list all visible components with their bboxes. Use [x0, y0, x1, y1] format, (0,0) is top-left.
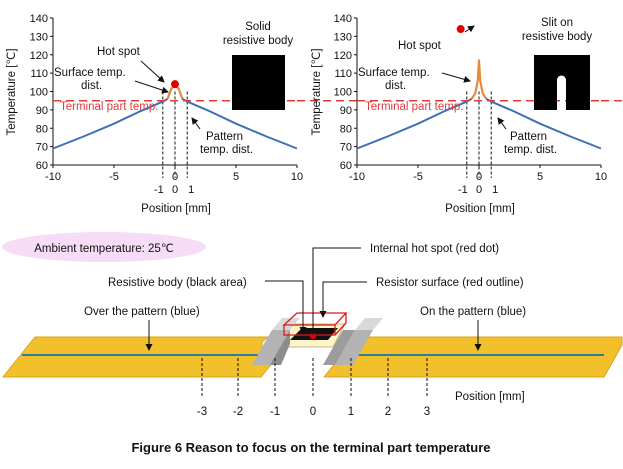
- position-tick-label: 3: [424, 406, 430, 418]
- y-tick-label: 130: [30, 31, 48, 43]
- x-tick-label: -10: [45, 171, 61, 183]
- hot-spot-arrow: [464, 25, 475, 33]
- ambient-temp-label: Ambient temperature: 25℃: [34, 243, 174, 255]
- hot-spot-dot: [456, 25, 465, 34]
- surface-label-line2: dist.: [81, 80, 102, 92]
- x-tick-label: -5: [413, 171, 423, 183]
- y-tick-label: 120: [334, 50, 352, 62]
- resistive-body-label: Resistive body (black area): [108, 277, 247, 289]
- ambient-temp-bubble: [2, 232, 206, 262]
- hot-spot-label: Hot spot: [97, 46, 141, 58]
- chart-slit-resistor: Temperature [℃] Position [mm] 60 70 80 90 10…: [311, 13, 607, 215]
- y-tick-label: 100: [334, 87, 352, 99]
- y-tick-label: 80: [340, 123, 352, 135]
- x-extra-tick-label: 0: [172, 184, 178, 196]
- resistor-label-line2: resistive body: [522, 31, 593, 43]
- hot-spot-arrow: [140, 60, 165, 83]
- x-tick-label: 10: [291, 171, 303, 183]
- y-axis-label: Temperature [℃]: [311, 48, 323, 135]
- over-pattern-label: Over the pattern (blue): [84, 306, 200, 318]
- pattern-label-line1: Pattern: [510, 131, 547, 143]
- surface-label-line2: dist.: [385, 80, 406, 92]
- x-extra-tick-label: -1: [154, 184, 164, 196]
- slit-resistor-picture: [534, 55, 590, 110]
- position-tick-label: 2: [385, 406, 391, 418]
- pattern-label-line2: temp. dist.: [504, 144, 557, 156]
- surface-temp-curve: [470, 59, 488, 100]
- left-electrode: [252, 330, 290, 365]
- resistor-surface-label: Resistor surface (red outline): [376, 277, 524, 289]
- x-extra-tick-label: 0: [476, 184, 482, 196]
- right-pattern: [322, 336, 623, 378]
- resistor-surface-outline: [282, 312, 348, 336]
- left-electrode-side: [270, 330, 290, 365]
- y-tick-label: 140: [334, 13, 352, 25]
- y-tick-label: 110: [30, 68, 48, 80]
- x-axis-label: Position [mm]: [445, 203, 515, 215]
- position-tick-label: 0: [310, 406, 316, 418]
- y-axis-label: Temperature [℃]: [6, 48, 18, 135]
- resistor-surface-callout: [319, 281, 367, 318]
- y-tick-label: 80: [36, 123, 48, 135]
- x-tick-label: 10: [595, 171, 607, 183]
- solid-resistor-picture: [232, 55, 285, 110]
- on-pattern-label: On the pattern (blue): [420, 306, 526, 318]
- resistor-cross-section-diagram: Ambient temperature: 25℃ Internal hot sp…: [1, 232, 623, 418]
- pattern-arrow: [191, 117, 201, 130]
- y-tick-label: 60: [36, 160, 48, 172]
- figure-caption: Figure 6 Reason to focus on the terminal…: [131, 440, 490, 455]
- pattern-label-line2: temp. dist.: [200, 144, 253, 156]
- x-tick-label: 5: [537, 171, 543, 183]
- hot-spot-dot: [171, 80, 179, 89]
- position-tick-label: 1: [348, 406, 354, 418]
- left-pattern: [1, 336, 295, 378]
- surface-arrow: [441, 72, 471, 83]
- y-tick-label: 90: [340, 105, 352, 117]
- y-tick-label: 60: [340, 160, 352, 172]
- position-axis-label: Position [mm]: [455, 391, 525, 403]
- y-tick-label: 100: [30, 87, 48, 99]
- y-tick-label: 130: [334, 31, 352, 43]
- chart-solid-resistor: Temperature [℃] Position [mm] 6070809010…: [6, 13, 622, 215]
- x-tick-label: 5: [233, 171, 239, 183]
- surface-label-line1: Surface temp.: [358, 67, 430, 79]
- terminal-temp-label: Terminal part temp.: [60, 101, 158, 113]
- surface-label-line1: Surface temp.: [54, 67, 126, 79]
- hot-spot-label: Hot spot: [398, 40, 442, 52]
- pattern-label-line1: Pattern: [206, 131, 243, 143]
- resistor-label-line2: resistive body: [223, 35, 294, 47]
- position-tick-label: -1: [270, 406, 280, 418]
- resistor-label-line1: Slit on: [541, 17, 573, 29]
- y-tick-label: 110: [334, 68, 352, 80]
- internal-hot-spot-label: Internal hot spot (red dot): [370, 243, 499, 255]
- x-tick-label: -5: [109, 171, 119, 183]
- hot-spot-callout: [309, 247, 361, 335]
- y-tick-label: 90: [36, 105, 48, 117]
- terminal-temp-label: Terminal part temp.: [365, 101, 463, 113]
- y-tick-label: 70: [36, 142, 48, 154]
- x-extra-tick-label: 1: [188, 184, 194, 196]
- x-axis-label: Position [mm]: [141, 203, 211, 215]
- x-extra-tick-label: -1: [458, 184, 468, 196]
- y-tick-label: 120: [30, 50, 48, 62]
- x-tick-label: -10: [349, 171, 365, 183]
- y-tick-label: 70: [340, 142, 352, 154]
- x-extra-tick-label: 1: [492, 184, 498, 196]
- position-tick-label: -2: [233, 406, 243, 418]
- y-tick-label: 140: [30, 13, 48, 25]
- position-tick-label: -3: [197, 406, 207, 418]
- resistive-body-callout: [265, 280, 307, 334]
- pattern-arrow: [497, 117, 507, 130]
- surface-arrow: [134, 80, 169, 94]
- position-ticks: -3 -2 -1 0 1 2 3: [197, 358, 430, 418]
- right-electrode: [335, 330, 373, 365]
- right-electrode-side: [323, 330, 355, 365]
- right-electrode-top: [355, 318, 383, 330]
- resistor-label-line1: Solid: [245, 21, 271, 33]
